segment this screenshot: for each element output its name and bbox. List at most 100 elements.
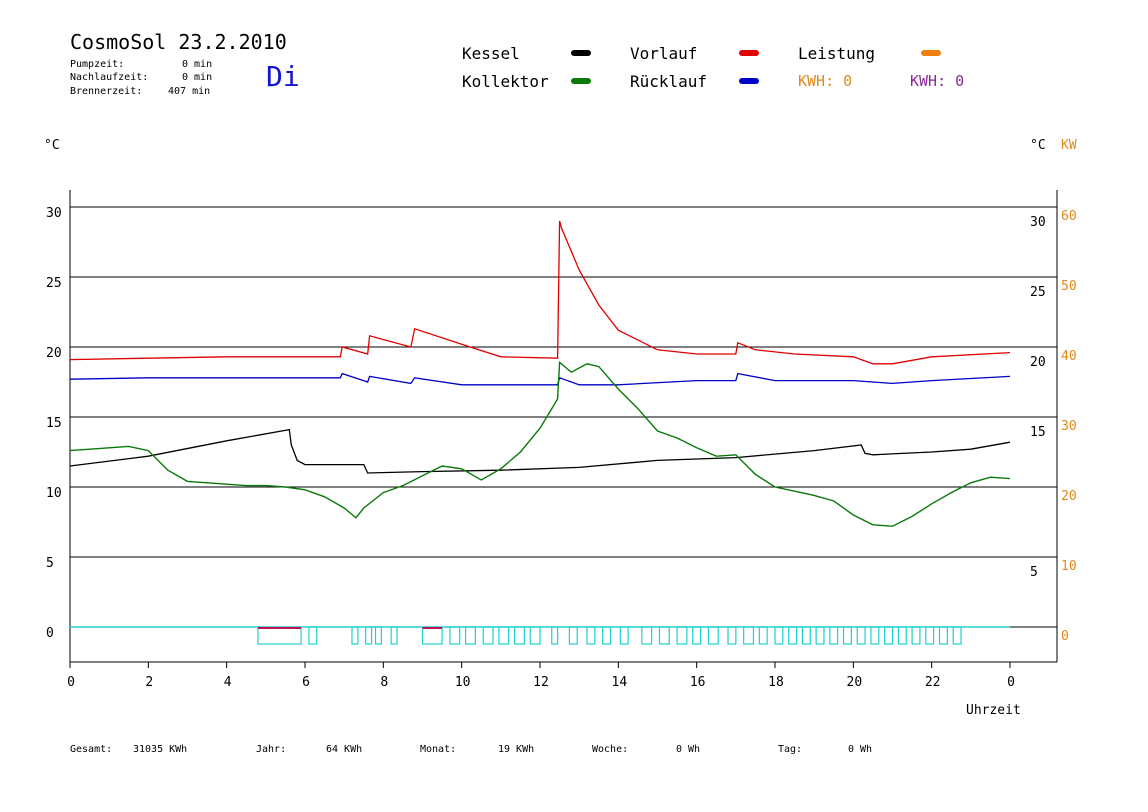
pump-pulse-32 [856, 626, 866, 645]
footer-jahr-value: 64 KWh [326, 744, 363, 755]
brennerzeit-label: Brennerzeit: [70, 86, 143, 97]
kwh-value-purple: KWH: 0 [910, 72, 965, 90]
pump-pulse-29 [815, 626, 825, 645]
y2-tick-label-20: 20 [1061, 489, 1077, 504]
y-right-tick-label-30: 30 [1030, 215, 1046, 230]
x-tick-label-10: 20 [847, 675, 863, 690]
pump-pulse-31 [842, 626, 852, 645]
y2-tick-label-60: 60 [1061, 209, 1077, 224]
pump-pulse-36 [911, 626, 921, 645]
y-tick-label-20: 20 [46, 346, 62, 361]
pump-pulse-34 [884, 626, 894, 645]
pump-pulse-25 [758, 626, 768, 645]
pump-pulse-10 [498, 626, 510, 645]
x-tick-label-0: 0 [67, 675, 75, 690]
x-tick-label-7: 14 [612, 675, 628, 690]
nachlaufzeit-value: 0 min [182, 72, 213, 83]
y-tick-label-0: 0 [46, 626, 54, 641]
y2-tick-label-50: 50 [1061, 279, 1077, 294]
pump-pulse-26 [774, 626, 784, 645]
legend-leistung-label: Leistung [798, 44, 876, 63]
left-axis-unit: °C [44, 138, 60, 153]
y2-tick-label-30: 30 [1061, 419, 1077, 434]
series-line-kollektor [69, 360, 1011, 527]
weekday-label: Di [266, 60, 300, 93]
footer-tag-value: 0 Wh [848, 744, 873, 755]
legend-leistung-swatch [921, 50, 941, 56]
x-axis-label: Uhrzeit [966, 703, 1021, 718]
legend-vorlauf-swatch [739, 50, 759, 56]
series-line-kessel [69, 428, 1011, 474]
y-tick-label-5: 5 [46, 556, 54, 571]
pump-pulse-24 [743, 626, 755, 645]
y2-tick-label-40: 40 [1061, 349, 1077, 364]
footer-jahr-label: Jahr: [256, 744, 287, 755]
pump-pulse-28 [801, 626, 811, 645]
footer-woche-value: 0 Wh [676, 744, 701, 755]
pumpzeit-value: 0 min [182, 59, 213, 70]
y-right-tick-label-5: 5 [1030, 565, 1038, 580]
pump-pulse-1 [308, 626, 318, 645]
right-axis-unit-kw: KW [1061, 138, 1077, 153]
pump-pulse-6 [421, 626, 443, 645]
y2-tick-label-10: 10 [1061, 559, 1077, 574]
footer-gesamt-value: 31035 KWh [133, 744, 188, 755]
pump-pulse-33 [870, 626, 880, 645]
pump-pulse-0 [257, 626, 302, 645]
kwh-value-orange: KWH: 0 [798, 72, 853, 90]
x-tick-label-8: 16 [690, 675, 706, 690]
pump-pulse-16 [602, 626, 612, 645]
pump-pulse-9 [482, 626, 494, 645]
pump-pulse-5 [390, 626, 398, 645]
y-tick-label-25: 25 [46, 276, 62, 291]
nachlaufzeit-label: Nachlaufzeit: [70, 72, 149, 83]
x-tick-label-6: 12 [533, 675, 549, 690]
pump-pulse-37 [925, 626, 935, 645]
x-tick-label-12: 0 [1007, 675, 1015, 690]
footer-monat-value: 19 KWh [498, 744, 535, 755]
pump-pulse-13 [551, 626, 559, 645]
series-line-ruecklauf [69, 372, 1011, 386]
y-right-tick-label-25: 25 [1030, 285, 1046, 300]
pump-pulse-35 [897, 626, 907, 645]
pump-pulse-22 [707, 626, 719, 645]
x-tick-label-2: 4 [224, 675, 232, 690]
pump-pulse-38 [938, 626, 948, 645]
pump-pulse-11 [513, 626, 525, 645]
pump-pulse-14 [568, 626, 578, 645]
pump-pulse-17 [619, 626, 629, 645]
x-tick-label-3: 6 [302, 675, 310, 690]
y-tick-label-30: 30 [46, 206, 62, 221]
right-axis-unit: °C [1030, 138, 1046, 153]
pump-pulse-20 [676, 626, 688, 645]
pump-pulse-8 [464, 626, 476, 645]
series-line-vorlauf [69, 220, 1011, 365]
x-tick-label-11: 22 [925, 675, 941, 690]
legend-ruecklauf-swatch [739, 78, 759, 84]
pump-pulse-12 [529, 626, 541, 645]
y-right-tick-label-15: 15 [1030, 425, 1046, 440]
y-right-tick-label-20: 20 [1030, 355, 1046, 370]
pump-pulse-2 [351, 626, 359, 645]
pump-pulse-7 [449, 626, 461, 645]
pump-pulse-18 [641, 626, 653, 645]
pump-pulse-15 [586, 626, 596, 645]
x-tick-label-9: 18 [768, 675, 784, 690]
pump-pulse-19 [658, 626, 670, 645]
footer-monat-label: Monat: [420, 744, 457, 755]
legend-kessel-label: Kessel [462, 44, 520, 63]
chart-title: CosmoSol 23.2.2010 [70, 30, 287, 54]
legend-kollektor-swatch [571, 78, 591, 84]
y2-tick-label-0: 0 [1061, 629, 1069, 644]
pumpzeit-label: Pumpzeit: [70, 59, 125, 70]
pump-pulse-4 [374, 626, 382, 645]
footer-woche-label: Woche: [592, 744, 629, 755]
y-tick-label-15: 15 [46, 416, 62, 431]
legend-kollektor-label: Kollektor [462, 72, 549, 91]
pump-pulse-21 [692, 626, 702, 645]
legend-kessel-swatch [571, 50, 591, 56]
footer-gesamt-label: Gesamt: [70, 744, 113, 755]
pump-pulse-3 [365, 626, 373, 645]
pump-pulse-27 [788, 626, 798, 645]
